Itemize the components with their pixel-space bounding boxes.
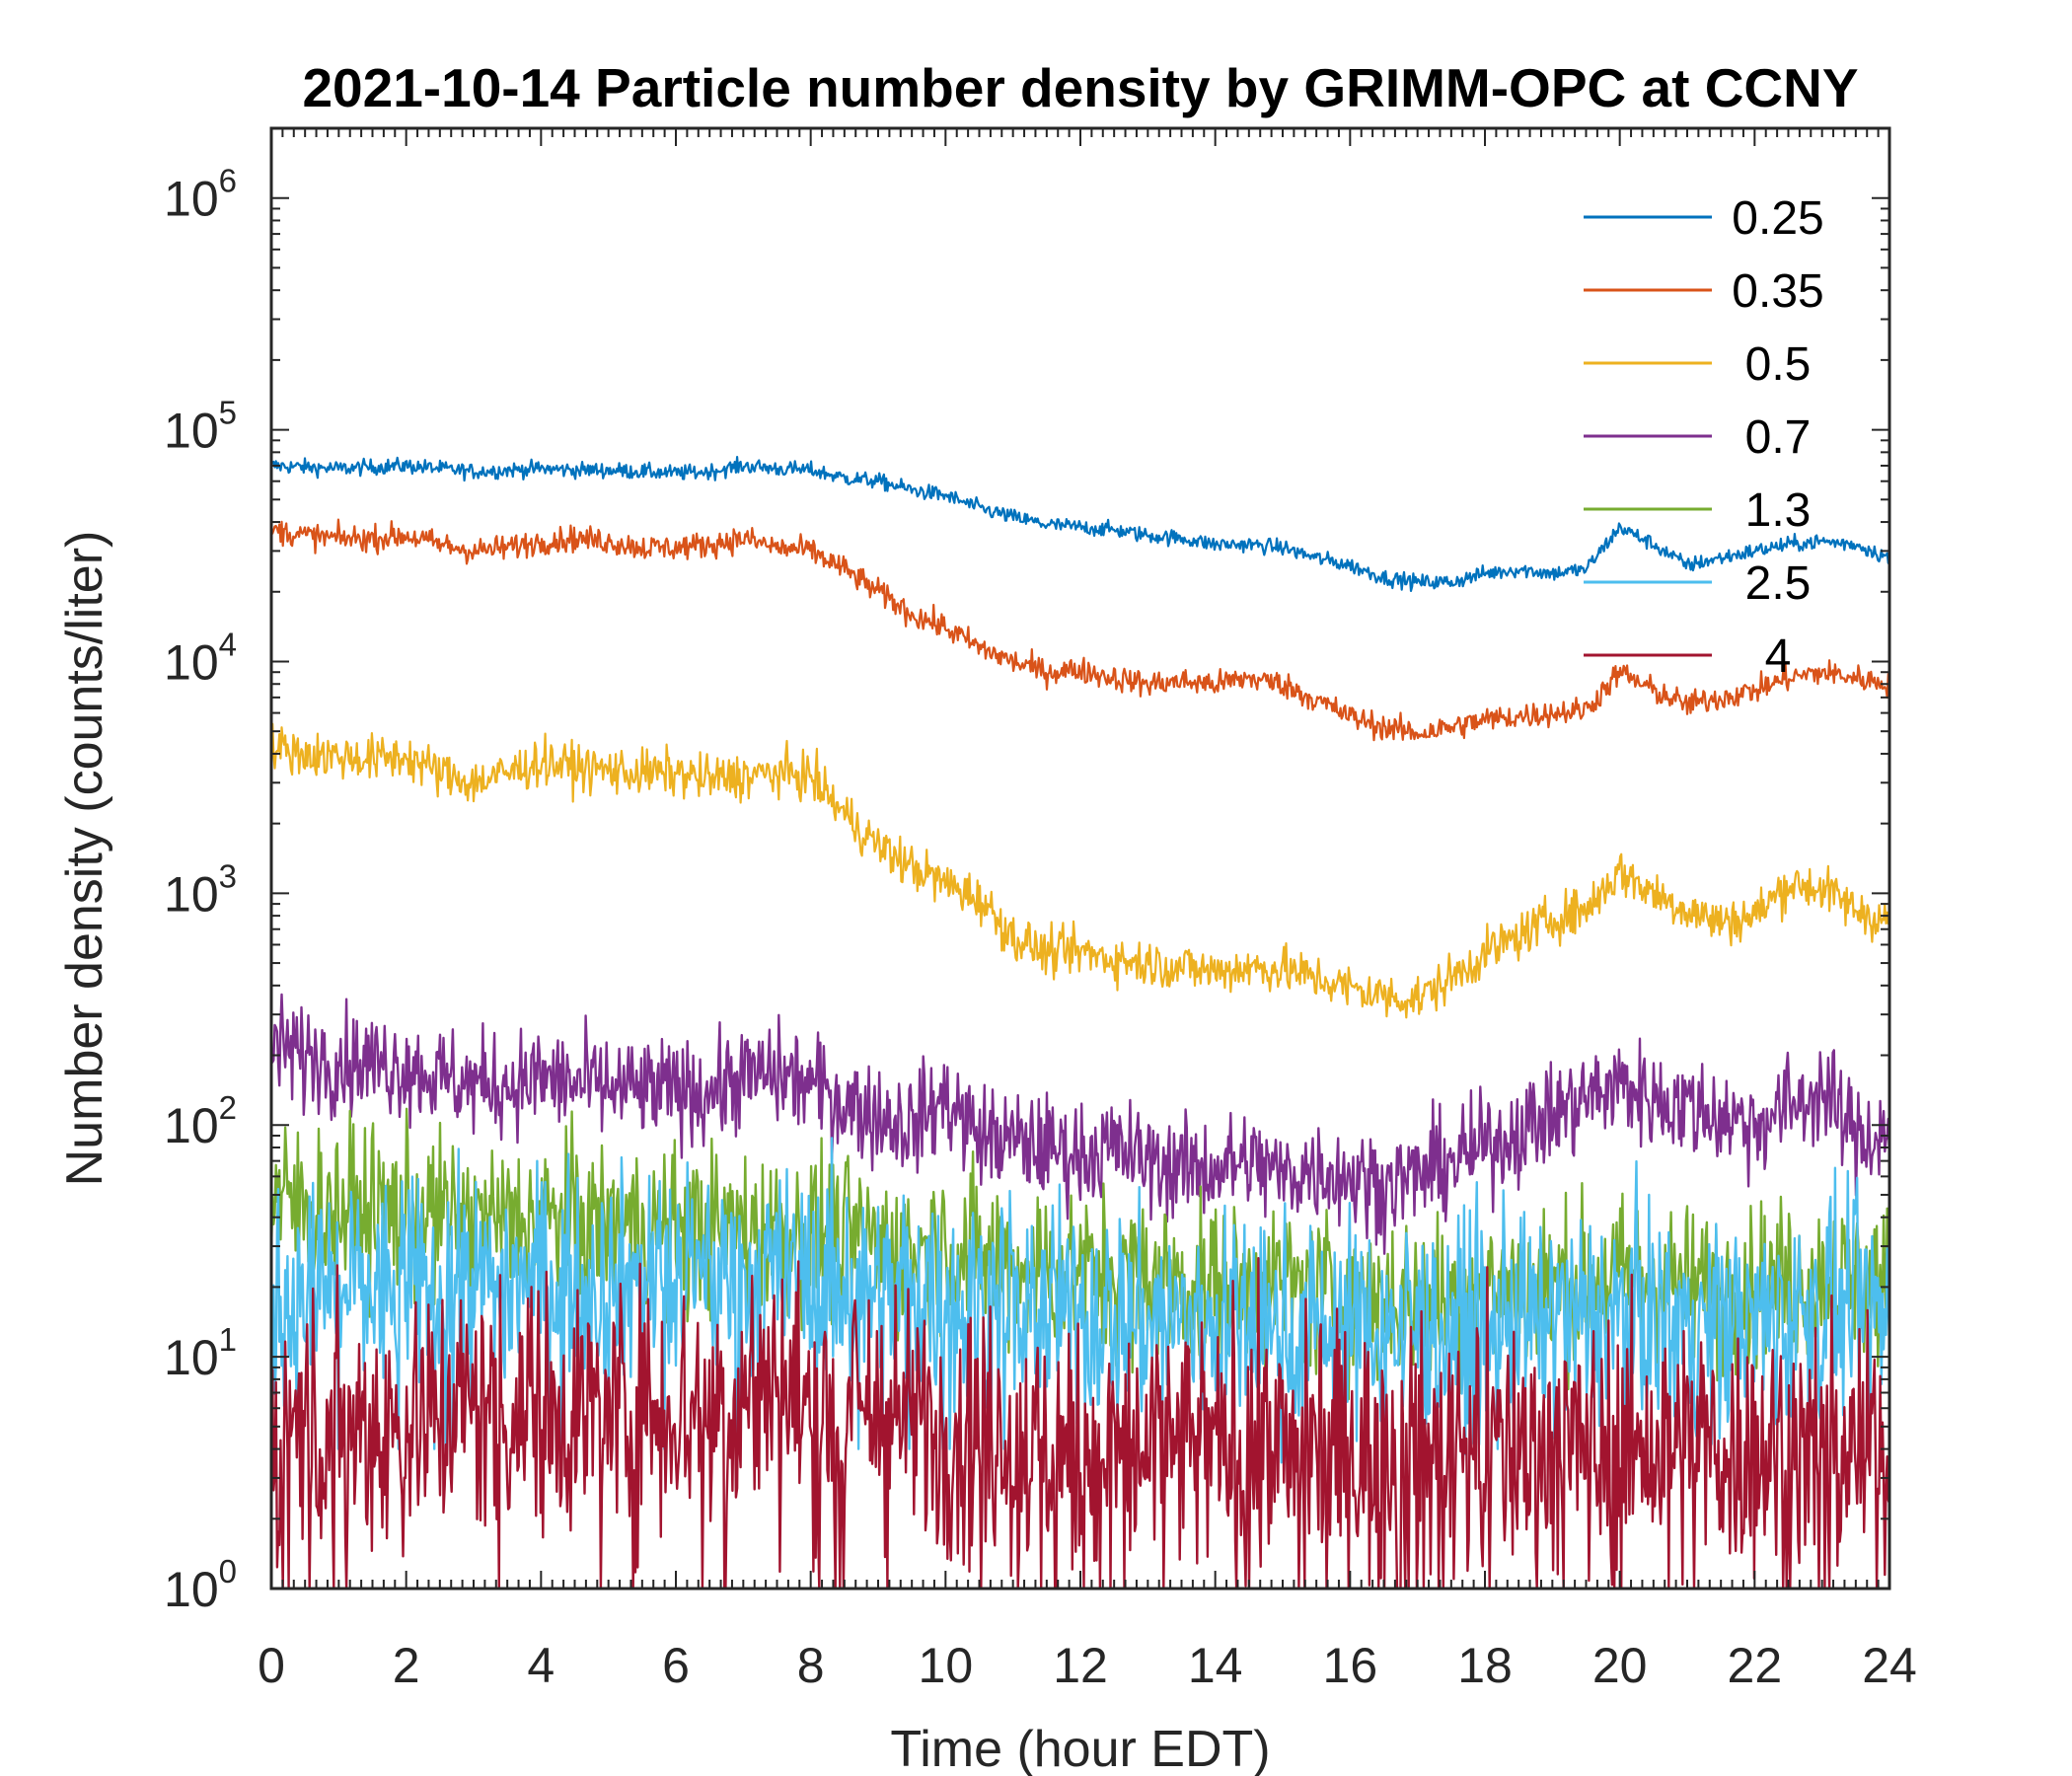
x-tick-label: 0 [258, 1638, 285, 1693]
legend-label-0_35: 0.35 [1732, 265, 1823, 318]
y-tick-label: 101 [164, 1321, 237, 1385]
series-line-0_35 [271, 518, 1889, 742]
x-tick-label: 20 [1592, 1638, 1648, 1693]
legend-label-1_3: 1.3 [1745, 484, 1812, 537]
legend: 0.25 0.35 0.5 0.7 1.3 2.5 4 [1584, 192, 1824, 683]
legend-label-4: 4 [1765, 630, 1792, 683]
y-tick-exponent: 3 [219, 857, 237, 894]
x-tick-label: 18 [1457, 1638, 1513, 1693]
x-tick-label: 12 [1053, 1638, 1108, 1693]
y-tick-exponent: 0 [219, 1553, 237, 1590]
chart-title: 2021-10-14 Particle number density by GR… [302, 57, 1858, 118]
y-tick-label: 100 [164, 1553, 237, 1617]
y-tick-label: 103 [164, 857, 237, 922]
y-tick-base: 10 [164, 1330, 219, 1385]
x-tick-label: 16 [1323, 1638, 1378, 1693]
series-line-0_7 [271, 993, 1889, 1255]
y-tick-label: 102 [164, 1089, 237, 1153]
y-tick-label: 106 [164, 163, 237, 227]
series-line-4 [271, 1257, 1889, 1589]
y-tick-exponent: 1 [219, 1321, 237, 1358]
y-tick-label: 105 [164, 395, 237, 459]
x-tick-label: 24 [1862, 1638, 1917, 1693]
y-tick-base: 10 [164, 634, 219, 690]
x-tick-label: 2 [393, 1638, 420, 1693]
legend-label-0_7: 0.7 [1745, 411, 1812, 464]
x-tick-labels: 0 2 4 6 8 10 12 14 16 18 20 22 24 [258, 1638, 1917, 1693]
y-tick-exponent: 2 [219, 1089, 237, 1126]
series-layer [271, 456, 1889, 1589]
y-tick-base: 10 [164, 404, 219, 459]
y-tick-exponent: 4 [219, 626, 237, 662]
x-tick-label: 6 [662, 1638, 690, 1693]
series-line-0_25 [271, 456, 1889, 592]
y-tick-exponent: 5 [219, 395, 237, 431]
x-tick-label: 10 [919, 1638, 974, 1693]
y-tick-base: 10 [164, 1562, 219, 1617]
plot-frame [269, 126, 1891, 1591]
legend-label-0_5: 0.5 [1745, 338, 1812, 391]
x-tick-label: 8 [797, 1638, 825, 1693]
y-tick-base: 10 [164, 172, 219, 227]
y-tick-exponent: 6 [219, 163, 237, 199]
y-tick-label: 104 [164, 626, 237, 690]
x-tick-label: 4 [527, 1638, 555, 1693]
y-tick-base: 10 [164, 866, 219, 922]
y-tick-base: 10 [164, 1098, 219, 1153]
series-line-2_5 [271, 1137, 1889, 1466]
y-axis-label: Number density (counts/liter) [56, 531, 113, 1187]
x-axis-label: Time (hour EDT) [890, 1721, 1270, 1776]
series-line-0_5 [271, 722, 1889, 1019]
legend-label-2_5: 2.5 [1745, 557, 1812, 610]
legend-label-0_25: 0.25 [1732, 192, 1823, 245]
x-tick-label: 22 [1728, 1638, 1783, 1693]
x-tick-label: 14 [1188, 1638, 1243, 1693]
